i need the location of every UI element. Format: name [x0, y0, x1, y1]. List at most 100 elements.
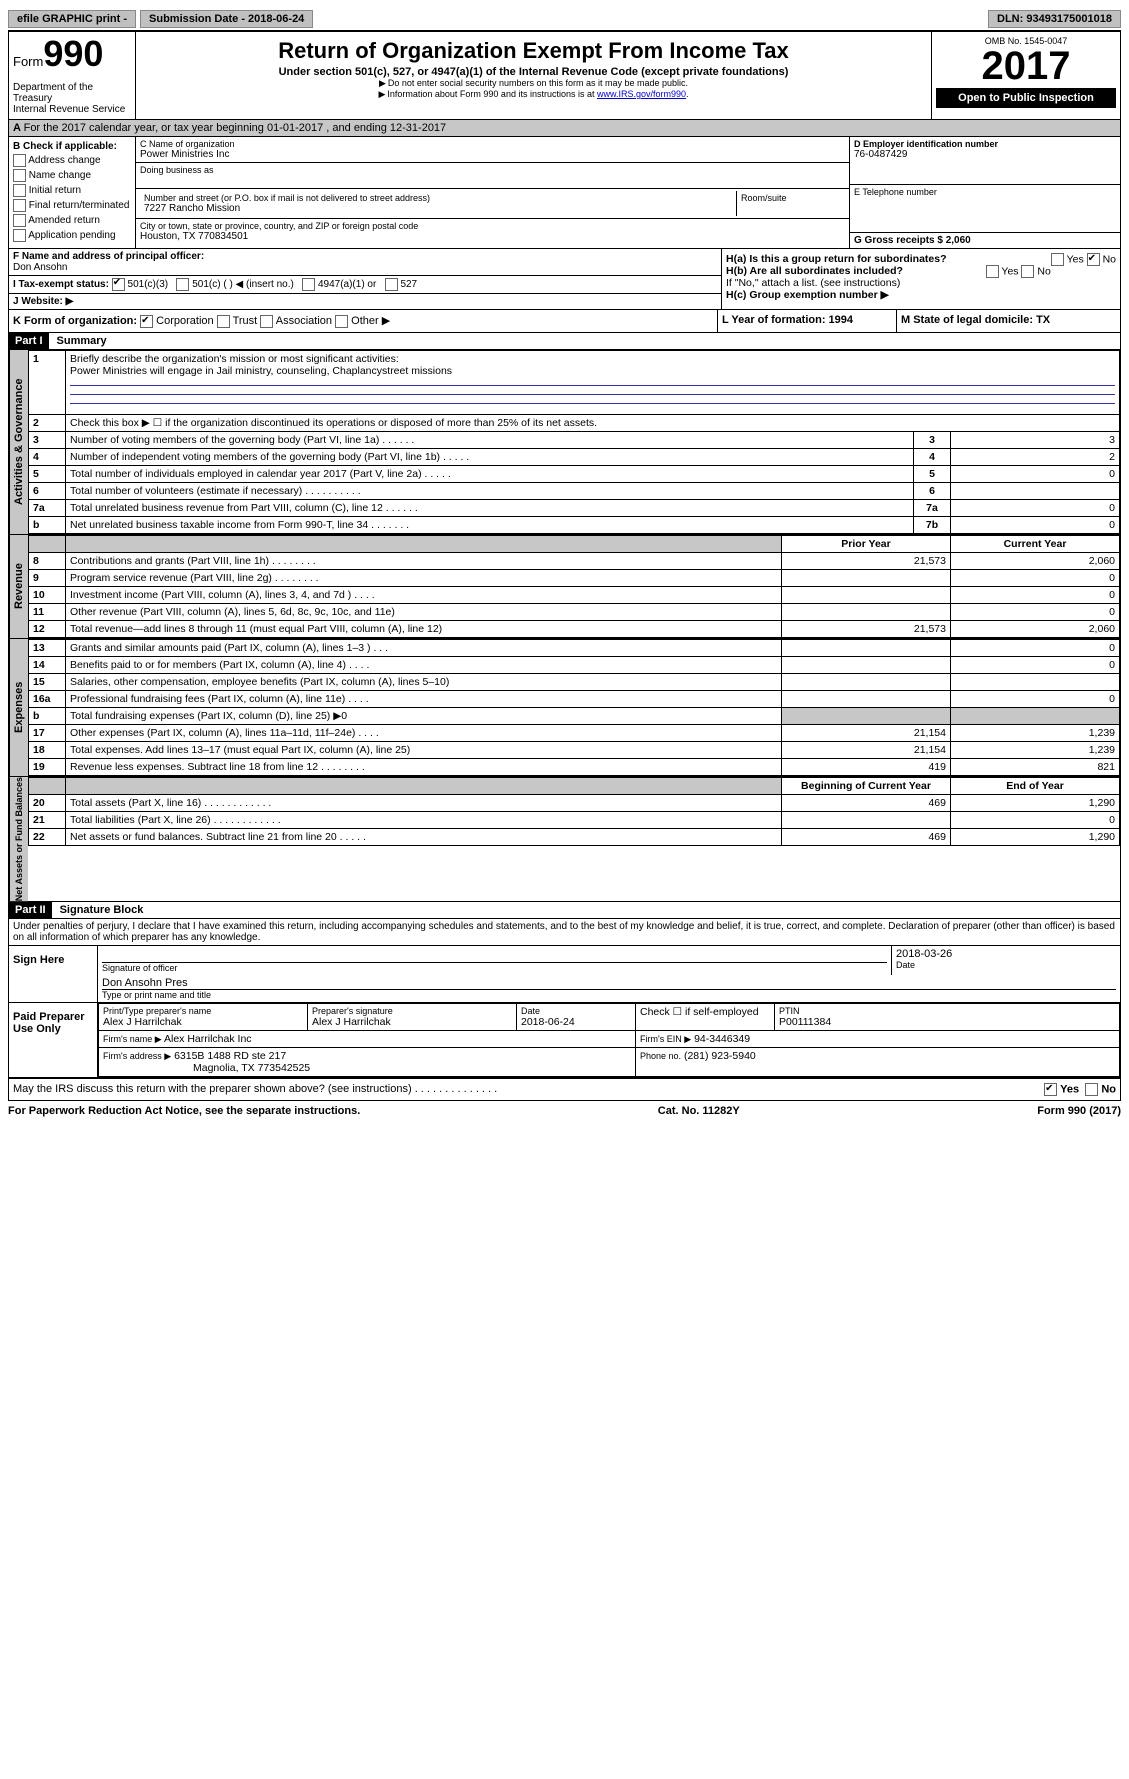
line17: Other expenses (Part IX, column (A), lin… — [66, 724, 782, 741]
cb-501c3[interactable] — [112, 278, 125, 291]
perjury-statement: Under penalties of perjury, I declare th… — [8, 919, 1121, 946]
ptin: P00111384 — [779, 1016, 1115, 1028]
org-name: Power Ministries Inc — [140, 149, 845, 160]
officer-name: Don Ansohn Pres — [102, 977, 1116, 990]
dln: DLN: 93493175001018 — [988, 10, 1121, 28]
cb-assoc[interactable] — [260, 315, 273, 328]
dba-label: Doing business as — [140, 165, 845, 175]
phone-label: E Telephone number — [854, 187, 1116, 197]
officer-name-label: Type or print name and title — [102, 990, 1116, 1000]
cb-other[interactable] — [335, 315, 348, 328]
top-bar: efile GRAPHIC print - Submission Date - … — [8, 8, 1121, 32]
cb-final-return[interactable]: Final return/terminated — [13, 199, 131, 212]
part2-header: Part II — [9, 902, 52, 918]
line14: Benefits paid to or for members (Part IX… — [66, 656, 782, 673]
line16a: Professional fundraising fees (Part IX, … — [66, 690, 782, 707]
line7a: Total unrelated business revenue from Pa… — [66, 499, 914, 516]
side-netassets: Net Assets or Fund Balances — [9, 777, 28, 901]
discuss-yes[interactable] — [1044, 1083, 1057, 1096]
box-l: L Year of formation: 1994 — [722, 314, 853, 326]
line16b: Total fundraising expenses (Part IX, col… — [66, 707, 782, 724]
city-state-zip: Houston, TX 770834501 — [140, 231, 845, 242]
cb-corp[interactable] — [140, 315, 153, 328]
box-b-label: B Check if applicable: — [13, 141, 117, 152]
cb-527[interactable] — [385, 278, 398, 291]
hb-label: H(b) Are all subordinates included? — [726, 265, 903, 277]
prep-date: 2018-06-24 — [521, 1016, 631, 1028]
cb-pending[interactable]: Application pending — [13, 229, 131, 242]
cb-amended[interactable]: Amended return — [13, 214, 131, 227]
line21: Total liabilities (Part X, line 26) . . … — [66, 811, 782, 828]
line9: Program service revenue (Part VIII, line… — [66, 569, 782, 586]
room-label: Room/suite — [741, 193, 841, 203]
line22: Net assets or fund balances. Subtract li… — [66, 828, 782, 845]
entity-section: B Check if applicable: Address change Na… — [8, 137, 1121, 249]
paid-preparer-label: Paid Preparer Use Only — [9, 1003, 98, 1077]
submission-date: Submission Date - 2018-06-24 — [140, 10, 313, 28]
line15: Salaries, other compensation, employee b… — [66, 673, 782, 690]
hb-no[interactable] — [1021, 265, 1034, 278]
discuss-question: May the IRS discuss this return with the… — [13, 1083, 497, 1096]
q2: Check this box ▶ ☐ if the organization d… — [66, 414, 1120, 431]
addr-label: Number and street (or P.O. box if mail i… — [144, 193, 732, 203]
box-i-label: I Tax-exempt status: — [13, 279, 109, 290]
part1-title: Summary — [57, 335, 107, 347]
ssn-note: Do not enter social security numbers on … — [140, 78, 927, 89]
irs-link[interactable]: www.IRS.gov/form990 — [597, 89, 686, 99]
tax-year: 2017 — [936, 46, 1116, 86]
line3: Number of voting members of the governin… — [66, 431, 914, 448]
form-header: Form990 Department of the Treasury Inter… — [8, 32, 1121, 120]
side-activities: Activities & Governance — [9, 350, 28, 534]
line6: Total number of volunteers (estimate if … — [66, 482, 914, 499]
line13: Grants and similar amounts paid (Part IX… — [66, 639, 782, 656]
info-note-pre: Information about Form 990 and its instr… — [378, 89, 597, 99]
q1-label: Briefly describe the organization's miss… — [70, 353, 399, 365]
efile-button[interactable]: efile GRAPHIC print - — [8, 10, 136, 28]
cb-name-change[interactable]: Name change — [13, 169, 131, 182]
firm-phone: (281) 923-5940 — [684, 1050, 756, 1062]
hc-label: H(c) Group exemption number ▶ — [726, 289, 889, 301]
ha-yes[interactable] — [1051, 253, 1064, 266]
hb-note: If "No," attach a list. (see instruction… — [726, 277, 1116, 289]
firm-addr: 6315B 1488 RD ste 217 — [174, 1050, 286, 1062]
principal-officer: Don Ansohn — [13, 262, 68, 273]
line10: Investment income (Part VIII, column (A)… — [66, 586, 782, 603]
line7b: Net unrelated business taxable income fr… — [66, 516, 914, 533]
ha-label: H(a) Is this a group return for subordin… — [726, 253, 947, 265]
sign-here-label: Sign Here — [9, 946, 98, 1002]
cb-initial-return[interactable]: Initial return — [13, 184, 131, 197]
street-address: 7227 Rancho Mission — [144, 203, 732, 214]
firm-name: Alex Harrilchak Inc — [164, 1033, 252, 1045]
form-number: 990 — [43, 33, 103, 74]
cb-trust[interactable] — [217, 315, 230, 328]
footer-mid: Cat. No. 11282Y — [658, 1105, 740, 1117]
discuss-no[interactable] — [1085, 1083, 1098, 1096]
ein-value: 76-0487429 — [854, 149, 1116, 160]
gross-receipts: G Gross receipts $ 2,060 — [854, 235, 971, 246]
preparer-name: Alex J Harrilchak — [103, 1016, 303, 1028]
sig-officer-label: Signature of officer — [102, 963, 887, 973]
self-employed-check[interactable]: Check ☐ if self-employed — [636, 1003, 775, 1030]
form-subtitle: Under section 501(c), 527, or 4947(a)(1)… — [140, 66, 927, 78]
cb-4947[interactable] — [302, 278, 315, 291]
hb-yes[interactable] — [986, 265, 999, 278]
q1-answer: Power Ministries will engage in Jail min… — [70, 365, 452, 377]
cb-501c[interactable] — [176, 278, 189, 291]
open-inspection: Open to Public Inspection — [936, 88, 1116, 108]
side-expenses: Expenses — [9, 639, 28, 776]
part2-title: Signature Block — [60, 904, 144, 916]
city-label: City or town, state or province, country… — [140, 221, 845, 231]
cb-address-change[interactable]: Address change — [13, 154, 131, 167]
form-word: Form — [13, 54, 43, 69]
part1-header: Part I — [9, 333, 49, 349]
ha-no[interactable] — [1087, 253, 1100, 266]
line11: Other revenue (Part VIII, column (A), li… — [66, 603, 782, 620]
col-begin-year: Beginning of Current Year — [782, 777, 951, 794]
box-k-label: K Form of organization: — [13, 315, 137, 327]
dept-treasury: Department of the Treasury Internal Reve… — [13, 82, 131, 115]
sig-date: 2018-03-26 — [896, 948, 1116, 960]
col-end-year: End of Year — [951, 777, 1120, 794]
side-revenue: Revenue — [9, 535, 28, 638]
line19: Revenue less expenses. Subtract line 18 … — [66, 758, 782, 775]
box-c-label: C Name of organization — [140, 139, 845, 149]
